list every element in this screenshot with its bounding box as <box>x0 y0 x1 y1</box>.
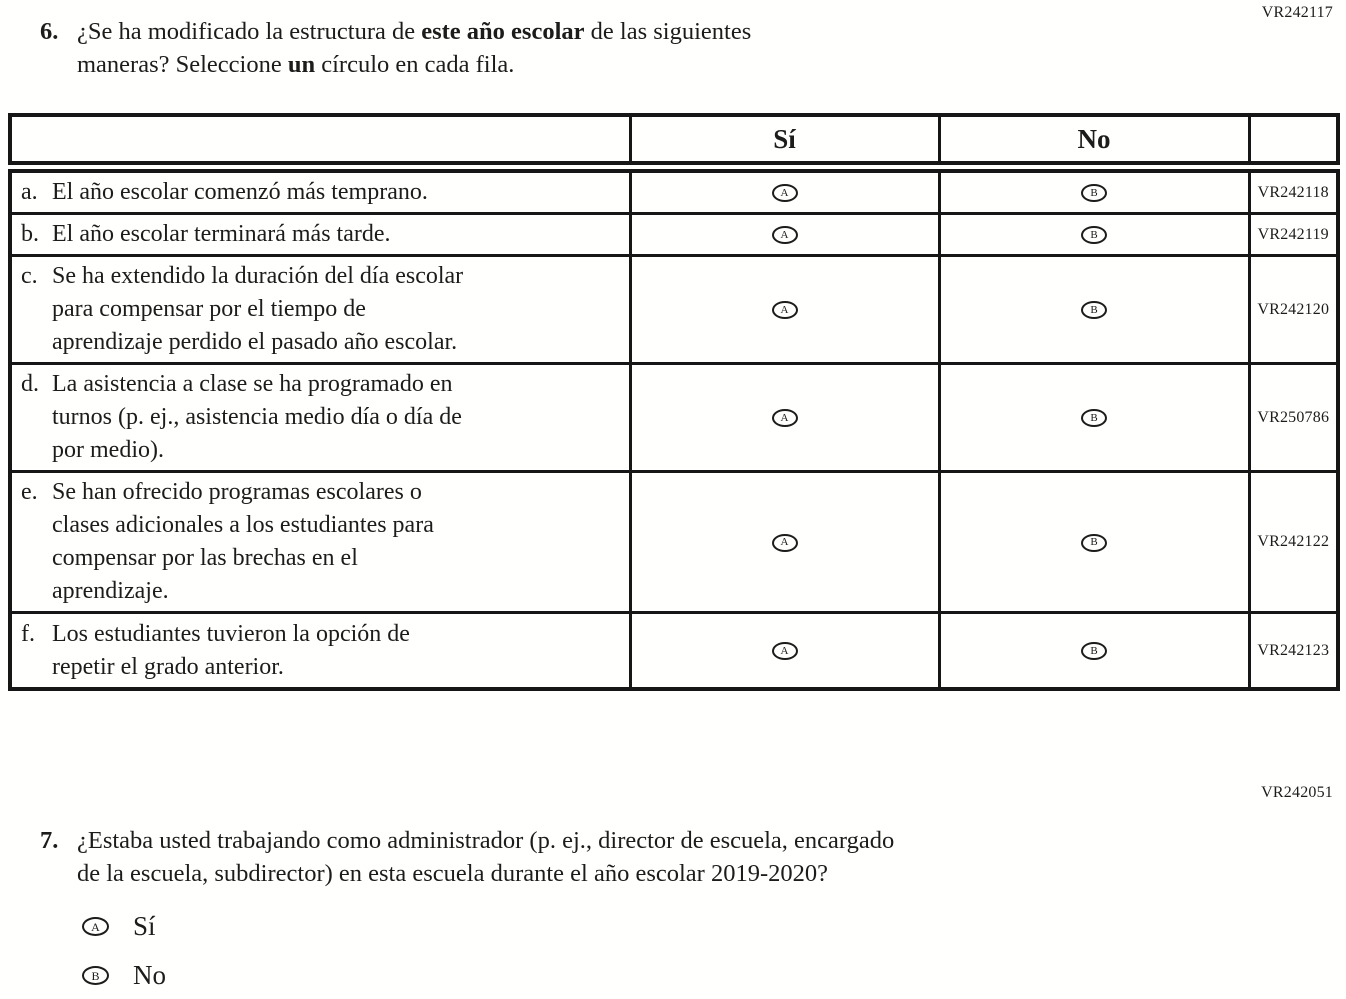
table-row-b: b. El año escolar terminará más tarde. A… <box>8 212 1340 257</box>
option-b-bubble[interactable]: B <box>1081 533 1107 552</box>
option-b-bubble[interactable]: B <box>1081 226 1107 245</box>
option-a-bubble[interactable]: A <box>771 184 798 203</box>
statement-cell: f. Los estudiantes tuvieron la opción de… <box>8 611 632 691</box>
header-yes: Sí <box>628 113 941 173</box>
row-code: VR242122 <box>1247 470 1340 614</box>
statement-cell: e. Se han ofrecido programas escolares o… <box>8 470 632 614</box>
statement-cell: d. La asistencia a clase se ha programad… <box>8 362 632 473</box>
question-7-text: ¿Estaba usted trabajando como administra… <box>77 824 894 890</box>
header-no: No <box>937 113 1251 173</box>
q6-line1-bold: este año escolar <box>421 18 585 45</box>
yes-cell: A <box>628 212 941 257</box>
table-row-d: d. La asistencia a clase se ha programad… <box>8 362 1340 473</box>
no-cell: B <box>937 212 1251 257</box>
statement-cell: c. Se ha extendido la duración del día e… <box>8 254 632 365</box>
row-code: VR250786 <box>1247 362 1340 473</box>
question-6: 6. ¿Se ha modificado la estructura de es… <box>40 15 751 81</box>
question-7: 7. ¿Estaba usted trabajando como adminis… <box>40 824 894 890</box>
yes-cell: A <box>628 611 941 691</box>
option-b-bubble[interactable]: B <box>1081 301 1107 320</box>
row-code: VR242120 <box>1247 254 1340 365</box>
question-7-line1: ¿Estaba usted trabajando como administra… <box>77 827 895 854</box>
q6-line1-pre: ¿Se ha modificado la estructura de <box>77 18 422 45</box>
option-b-bubble[interactable]: B <box>82 966 109 985</box>
row-letter: a. <box>21 179 38 205</box>
question-7-number: 7. <box>40 827 59 854</box>
option-b-bubble[interactable]: B <box>1081 409 1107 428</box>
header-statement-empty <box>8 113 632 173</box>
q6-line2-bold: un <box>287 51 316 78</box>
yes-cell: A <box>628 254 941 365</box>
statement-cell: b. El año escolar terminará más tarde. <box>8 212 632 257</box>
option-a-bubble[interactable]: A <box>771 301 798 320</box>
header-code-empty <box>1247 113 1340 173</box>
question-6-text: ¿Se ha modificado la estructura de este … <box>77 15 751 81</box>
option-a-bubble[interactable]: A <box>771 226 798 245</box>
option-a-bubble[interactable]: A <box>771 409 798 428</box>
yes-cell: A <box>628 165 941 215</box>
question-6-table: Sí No a. El año escolar comenzó más temp… <box>8 113 1340 691</box>
option-yes-label: Sí <box>133 911 156 941</box>
yes-cell: A <box>628 362 941 473</box>
option-yes-row: A Sí <box>82 910 166 943</box>
row-letter: d. <box>21 371 39 397</box>
table-row-c: c. Se ha extendido la duración del día e… <box>8 254 1340 365</box>
row-text: El año escolar terminará más tarde. <box>52 221 391 247</box>
statement-cell: a. El año escolar comenzó más temprano. <box>8 165 632 215</box>
option-b-bubble[interactable]: B <box>1081 642 1107 661</box>
no-cell: B <box>937 611 1251 691</box>
row-code: VR242123 <box>1247 611 1340 691</box>
option-a-bubble[interactable]: A <box>771 642 798 661</box>
option-no-label: No <box>133 960 166 990</box>
question-6-number: 6. <box>40 18 59 45</box>
row-letter: f. <box>21 620 35 647</box>
table-header-row: Sí No <box>8 113 1340 173</box>
row-letter: c. <box>21 263 38 289</box>
question-7-field-code: VR242051 <box>1261 784 1333 801</box>
question-6-line1: ¿Se ha modificado la estructura de este … <box>77 15 751 48</box>
question-7-line2: de la escuela, subdirector) en esta escu… <box>77 860 828 887</box>
row-text: Se han ofrecido programas escolares o cl… <box>52 479 434 604</box>
question-6-line2: maneras? Seleccione un círculo en cada f… <box>77 48 751 81</box>
row-text: El año escolar comenzó más temprano. <box>52 179 428 205</box>
row-code: VR242119 <box>1247 212 1340 257</box>
table-row-e: e. Se han ofrecido programas escolares o… <box>8 470 1340 614</box>
no-cell: B <box>937 470 1251 614</box>
row-text: Los estudiantes tuvieron la opción de re… <box>52 620 410 680</box>
row-letter: e. <box>21 479 38 505</box>
option-a-bubble[interactable]: A <box>82 917 109 936</box>
table-row-a: a. El año escolar comenzó más temprano. … <box>8 165 1340 215</box>
no-cell: B <box>937 254 1251 365</box>
q6-line2-pre: maneras? Seleccione <box>77 51 288 78</box>
option-b-bubble[interactable]: B <box>1081 184 1107 203</box>
yes-cell: A <box>628 470 941 614</box>
table-row-f: f. Los estudiantes tuvieron la opción de… <box>8 611 1340 691</box>
option-no-row: B No <box>82 959 166 992</box>
row-text: La asistencia a clase se ha programado e… <box>52 371 462 463</box>
q6-line2-post: círculo en cada fila. <box>315 51 515 78</box>
row-text: Se ha extendido la duración del día esco… <box>52 263 464 355</box>
question-7-options: A Sí B No <box>82 910 166 992</box>
option-a-bubble[interactable]: A <box>771 533 798 552</box>
q6-line1-post: de las siguientes <box>584 18 752 45</box>
no-cell: B <box>937 362 1251 473</box>
row-letter: b. <box>21 221 39 247</box>
no-cell: B <box>937 165 1251 215</box>
row-code: VR242118 <box>1247 165 1340 215</box>
question-6-field-code: VR242117 <box>1261 4 1333 21</box>
